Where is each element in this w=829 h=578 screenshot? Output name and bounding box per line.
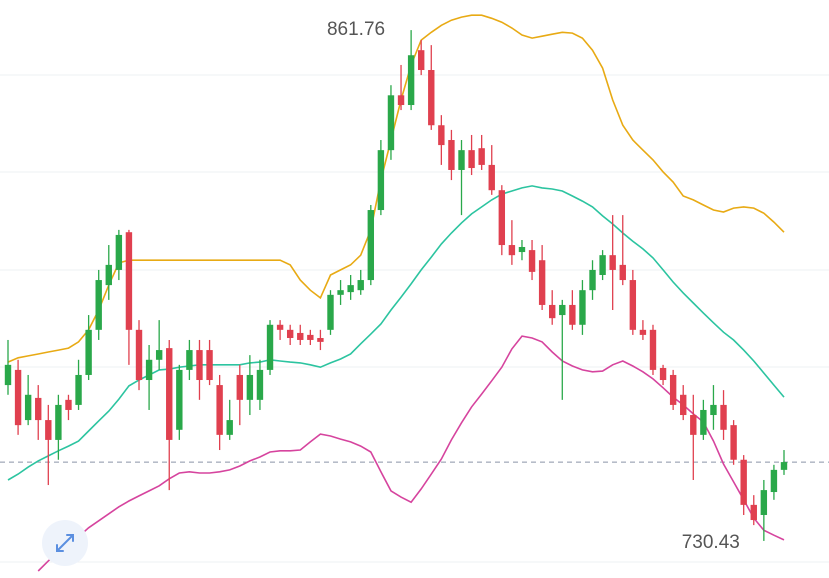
expand-icon[interactable] bbox=[56, 534, 74, 552]
candle-body bbox=[155, 350, 163, 360]
candle-body bbox=[780, 462, 788, 470]
candle-body bbox=[226, 420, 233, 435]
candle-body bbox=[135, 329, 143, 381]
candle-body bbox=[397, 95, 405, 106]
candle-body bbox=[508, 245, 516, 256]
candle-body bbox=[488, 164, 495, 191]
candle-body bbox=[629, 280, 637, 330]
candle-body bbox=[569, 304, 576, 325]
candle-body bbox=[35, 397, 42, 421]
candle-body bbox=[337, 290, 344, 295]
candle-body bbox=[528, 250, 536, 272]
candle-body bbox=[307, 334, 314, 340]
candle-body bbox=[438, 125, 445, 146]
candle-body bbox=[14, 369, 22, 426]
candle-body bbox=[619, 264, 626, 281]
candle-body bbox=[286, 329, 294, 339]
bands bbox=[0, 14, 829, 572]
candle-body bbox=[680, 394, 687, 416]
candle-body bbox=[105, 264, 112, 286]
candle-body bbox=[55, 404, 62, 440]
candle-body bbox=[750, 504, 757, 521]
candle-body bbox=[145, 359, 153, 381]
band-line bbox=[7, 14, 785, 363]
candle-body bbox=[740, 459, 747, 505]
candle-body bbox=[276, 324, 284, 330]
candle-body bbox=[599, 255, 606, 275]
candle-body bbox=[85, 329, 92, 375]
min-label: 730.43 bbox=[682, 532, 740, 553]
candle-body bbox=[478, 148, 485, 165]
candle-body bbox=[266, 324, 274, 370]
candle-body bbox=[115, 234, 123, 270]
candle-body bbox=[206, 350, 213, 381]
candle-body bbox=[125, 232, 133, 330]
candle-body bbox=[166, 348, 173, 440]
candle-body bbox=[639, 329, 647, 335]
candle-body bbox=[407, 55, 415, 106]
candle-body bbox=[498, 190, 506, 246]
candle-body bbox=[186, 350, 193, 370]
candle-body bbox=[730, 425, 737, 460]
candle-body bbox=[216, 385, 223, 435]
candles bbox=[4, 30, 788, 541]
candle-body bbox=[468, 150, 475, 169]
candle-body bbox=[65, 399, 72, 410]
candle-body bbox=[256, 369, 264, 400]
candle-body bbox=[700, 409, 707, 435]
candle-body bbox=[417, 50, 425, 71]
candle-body bbox=[236, 374, 243, 400]
candle-body bbox=[347, 285, 354, 293]
labels: 861.76 730.43 bbox=[327, 19, 740, 553]
candle-body bbox=[428, 70, 435, 126]
expand-button[interactable] bbox=[42, 520, 88, 566]
candle-body bbox=[327, 294, 334, 330]
candle-body bbox=[95, 280, 102, 330]
candle-body bbox=[297, 332, 304, 340]
candle-body bbox=[196, 350, 203, 381]
candle-body bbox=[317, 338, 324, 342]
candle-body bbox=[4, 364, 12, 386]
candle-body bbox=[669, 374, 677, 405]
band-line bbox=[37, 335, 785, 572]
candle-body bbox=[367, 210, 375, 281]
candle-body bbox=[690, 415, 697, 435]
candle-body bbox=[45, 420, 52, 440]
band-line bbox=[7, 185, 785, 481]
candle-body bbox=[659, 367, 667, 381]
candle-body bbox=[609, 255, 616, 270]
max-label: 861.76 bbox=[327, 19, 385, 40]
candle-body bbox=[760, 490, 768, 515]
candle-body bbox=[357, 280, 364, 291]
candle-body bbox=[710, 404, 717, 416]
candle-body bbox=[589, 269, 596, 291]
candle-body bbox=[24, 394, 32, 421]
candle-body bbox=[246, 374, 254, 400]
candle-body bbox=[770, 469, 778, 493]
candle-body bbox=[387, 95, 395, 151]
candle-body bbox=[538, 260, 546, 305]
candle-body bbox=[458, 150, 465, 170]
candle-body bbox=[448, 140, 455, 170]
candle-body bbox=[377, 150, 385, 211]
candle-body bbox=[720, 404, 727, 430]
candle-body bbox=[176, 369, 183, 430]
candle-body bbox=[579, 290, 586, 325]
candle-body bbox=[518, 246, 526, 253]
candle-body bbox=[549, 304, 556, 319]
candle-body bbox=[559, 304, 566, 316]
candle-body bbox=[75, 374, 82, 405]
candle-body bbox=[649, 329, 657, 370]
